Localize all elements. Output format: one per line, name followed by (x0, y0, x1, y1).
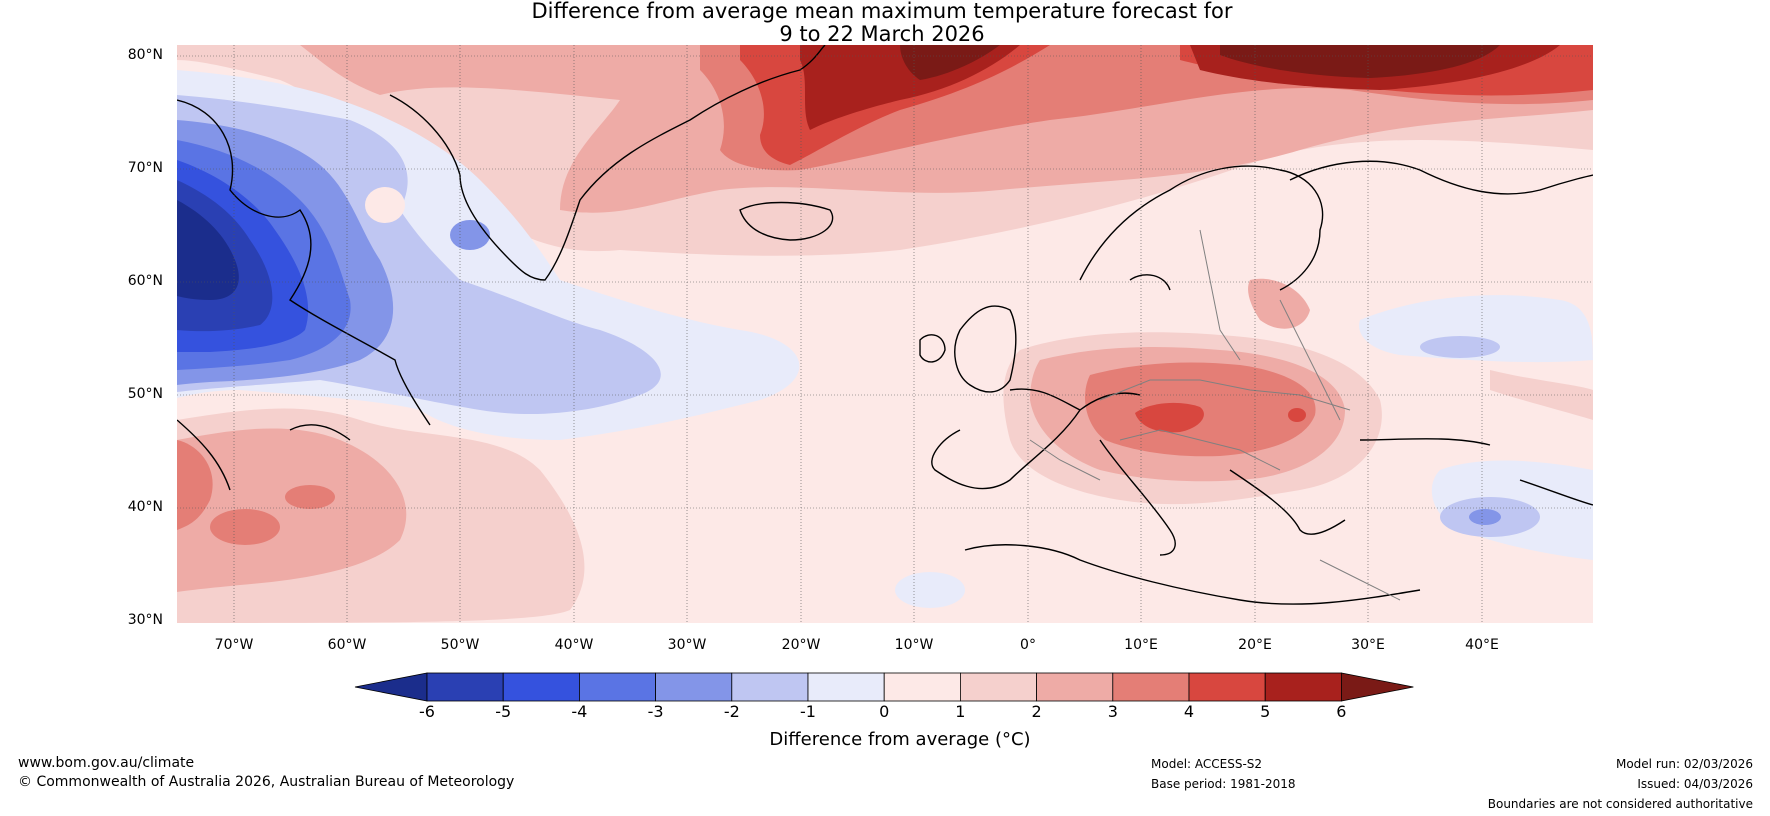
footer-copyright: © Commonwealth of Australia 2026, Austra… (18, 774, 515, 790)
graticule (177, 45, 1593, 623)
colorbar-tick-label: -6 (419, 702, 435, 721)
lon-label-20w: 20°W (781, 637, 821, 653)
colorbar-extend-max (1341, 672, 1414, 702)
anomaly-field (177, 45, 1593, 623)
colorbar-bin-4 (731, 672, 809, 702)
lon-label-10e: 10°E (1124, 637, 1158, 653)
lon-label-50w: 50°W (440, 637, 480, 653)
colorbar-bin-3 (655, 672, 733, 702)
colorbar-bin-7 (960, 672, 1038, 702)
colorbar-bin-0 (426, 672, 504, 702)
colorbar-bin-5 (807, 672, 885, 702)
colorbar-tick-label: -4 (571, 702, 588, 721)
colorbar-tick-label: -2 (723, 702, 740, 721)
colorbar-tick-label: 5 (1260, 702, 1271, 721)
colorbar-bin-11 (1264, 672, 1342, 702)
colorbar-tick-label: 0 (879, 702, 890, 721)
chart-title-line2: 9 to 22 March 2026 (779, 22, 985, 46)
colorbar-bin-1 (502, 672, 580, 702)
colorbar-extend-min (354, 672, 428, 702)
lon-label-70w: 70°W (214, 637, 254, 653)
lon-label-60w: 60°W (327, 637, 367, 653)
colorbar-title: Difference from average (°C) (769, 729, 1031, 750)
footer-model: Model: ACCESS-S2 (1151, 757, 1263, 771)
colorbar-bin-2 (579, 672, 657, 702)
colorbar-tick-label: 3 (1107, 702, 1118, 721)
footer-model-run: Model run: 02/03/2026 (1615, 757, 1753, 771)
lon-label-30e: 30°E (1351, 637, 1385, 653)
lat-label-60n: 60°N (127, 273, 163, 289)
colorbar-tick-label: -3 (647, 702, 664, 721)
colorbar-bin-10 (1188, 672, 1266, 702)
lat-label-50n: 50°N (127, 386, 163, 402)
lon-label-40e: 40°E (1465, 637, 1499, 653)
colorbar-tick-label: -5 (495, 702, 512, 721)
lat-label-70n: 70°N (127, 160, 163, 176)
lon-label-10w: 10°W (894, 637, 934, 653)
colorbar-tick-label: -1 (800, 702, 816, 721)
colorbar-tick-label: 2 (1031, 702, 1042, 721)
colorbar-tick-label: 6 (1336, 702, 1347, 721)
colorbar-tick-label: 1 (955, 702, 966, 721)
colorbar-bin-6 (883, 672, 961, 702)
colorbar-bin-8 (1036, 672, 1114, 702)
footer-base-period: Base period: 1981-2018 (1151, 777, 1296, 791)
lat-label-80n: 80°N (127, 47, 163, 63)
colorbar (354, 672, 1414, 702)
lon-label-0: 0° (1020, 637, 1036, 653)
footer-issued: Issued: 04/03/2026 (1637, 777, 1753, 791)
lat-label-30n: 30°N (127, 612, 163, 628)
lon-label-20e: 20°E (1238, 637, 1272, 653)
borders (1029, 229, 1401, 601)
lon-label-40w: 40°W (554, 637, 594, 653)
lat-label-40n: 40°N (127, 499, 163, 515)
chart-title-line1: Difference from average mean maximum tem… (531, 0, 1233, 23)
colorbar-tick-label: 4 (1183, 702, 1195, 721)
footer-disclaimer: Boundaries are not considered authoritat… (1487, 797, 1753, 811)
colorbar-bin-9 (1112, 672, 1190, 702)
lon-label-30w: 30°W (667, 637, 707, 653)
footer-url: www.bom.gov.au/climate (18, 755, 195, 771)
